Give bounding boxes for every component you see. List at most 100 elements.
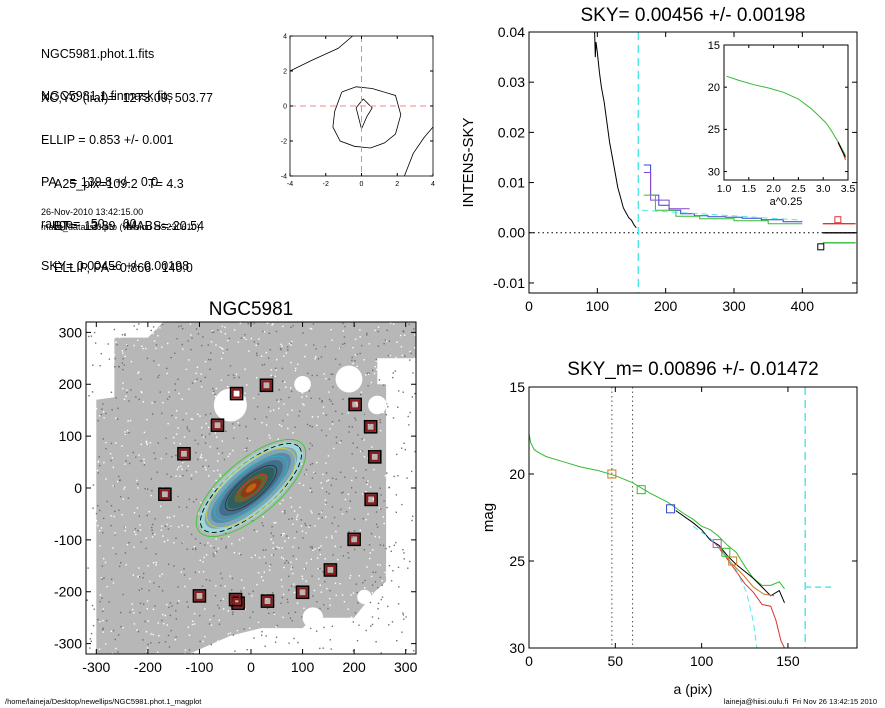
sky-noise-speck (392, 417, 395, 419)
sky-noise-speck (373, 639, 375, 641)
sky-noise-speck (325, 491, 328, 493)
sky-noise-speck (232, 634, 235, 636)
sky-noise-speck (257, 393, 260, 396)
sky-noise-speck (316, 630, 318, 632)
y-tick-label: -300 (54, 636, 82, 652)
sky-noise-speck (148, 511, 150, 513)
sky-noise-speck (168, 606, 170, 609)
sky-noise-speck (125, 564, 127, 566)
sky-noise-speck (97, 472, 99, 474)
sky-noise-speck (409, 350, 411, 353)
sky-noise-speck (86, 503, 89, 505)
sky-noise-speck (139, 524, 141, 526)
sky-noise-speck (214, 393, 216, 395)
sky-noise-speck (249, 616, 251, 619)
sky-noise-speck (232, 611, 234, 613)
sky-noise-speck (126, 391, 128, 394)
sky-noise-speck (360, 393, 362, 396)
plot-frame (528, 386, 858, 649)
sky-noise-speck (105, 352, 108, 355)
sky-noise-speck (385, 649, 388, 651)
sky-noise-speck (354, 417, 356, 419)
sky-noise-speck (381, 580, 383, 582)
sky-noise-speck (311, 546, 313, 548)
x-tick-label: 1.0 (717, 183, 732, 195)
sky-noise-speck (243, 336, 245, 339)
sky-noise-speck (296, 516, 298, 518)
sky-noise-speck (115, 442, 117, 444)
sky-noise-speck (175, 454, 177, 457)
sky-box (325, 564, 336, 576)
sky-noise-speck (93, 556, 96, 558)
sky-noise-speck (367, 513, 369, 515)
sky-noise-speck (406, 551, 408, 553)
sky-noise-speck (262, 516, 264, 518)
sky-noise-speck (360, 614, 363, 617)
sky-noise-speck (219, 473, 221, 476)
sky-noise-speck (352, 362, 354, 365)
sky-noise-speck (201, 344, 203, 347)
x-tick-label: 300 (394, 659, 418, 675)
sky-noise-speck (290, 387, 292, 389)
sky-noise-speck (284, 510, 286, 512)
sky-noise-speck (365, 629, 367, 632)
sky-noise-speck (301, 530, 304, 532)
sky-noise-speck (105, 448, 107, 450)
sky-noise-speck (192, 548, 194, 550)
sky-noise-speck (414, 450, 416, 453)
sky-noise-speck (349, 500, 351, 502)
sky-noise-speck (133, 512, 136, 514)
sky-box (262, 595, 273, 607)
sky-noise-speck (181, 542, 183, 544)
sky-noise-speck (393, 323, 395, 325)
sky-noise-speck (230, 605, 232, 608)
sky-noise-speck (121, 334, 124, 336)
sky-noise-speck (204, 442, 207, 444)
footer-user-date: laineja@hiisi.oulu.fi Fri Nov 26 13:42:1… (723, 697, 877, 706)
sky-noise-speck (92, 641, 94, 643)
sky-noise-speck (151, 413, 154, 415)
x-tick-label: 3.0 (816, 183, 831, 195)
sky-noise-speck (200, 454, 202, 456)
sky-noise-speck (301, 575, 303, 577)
sky-noise-speck (342, 555, 344, 557)
sky-noise-speck (330, 400, 332, 402)
sky-noise-speck (347, 552, 349, 554)
sky-noise-speck (233, 377, 235, 379)
sky-noise-speck (411, 396, 413, 398)
sky-noise-speck (184, 585, 186, 588)
sky-noise-speck (322, 647, 324, 649)
sky-noise-speck (393, 521, 395, 523)
sky-noise-speck (113, 354, 116, 356)
sky-noise-speck (272, 376, 274, 378)
sky-noise-speck (186, 548, 188, 550)
y-tick-label: 25 (708, 124, 720, 136)
sky-noise-speck (293, 583, 295, 585)
sky-noise-speck (268, 434, 270, 436)
sky-noise-speck (161, 346, 163, 348)
sky-noise-speck (318, 578, 320, 580)
sky-noise-speck (375, 358, 377, 361)
sky-noise-speck (290, 390, 293, 393)
sky-noise-speck (201, 585, 204, 587)
iso-marker (728, 556, 738, 566)
sky-noise-speck (410, 389, 412, 391)
sky-noise-speck (385, 574, 387, 577)
sky-noise-speck (366, 334, 368, 336)
sky-noise-speck (405, 616, 407, 618)
sky-noise-speck (354, 354, 357, 356)
sky-noise-speck (106, 500, 108, 503)
mag-series (715, 543, 785, 649)
galaxy (195, 438, 307, 538)
sky-noise-speck (204, 376, 206, 379)
sky-noise-speck (283, 403, 285, 405)
sky-noise-speck (143, 572, 145, 575)
sky-noise-speck (218, 619, 220, 621)
sky-noise-speck (276, 624, 278, 627)
sky-noise-speck (281, 345, 283, 347)
sky-noise-speck (157, 376, 159, 379)
sky-noise-speck (273, 409, 275, 411)
sky-noise-speck (383, 522, 385, 525)
sky-noise-speck (134, 528, 137, 530)
sky-noise-speck (272, 554, 275, 556)
